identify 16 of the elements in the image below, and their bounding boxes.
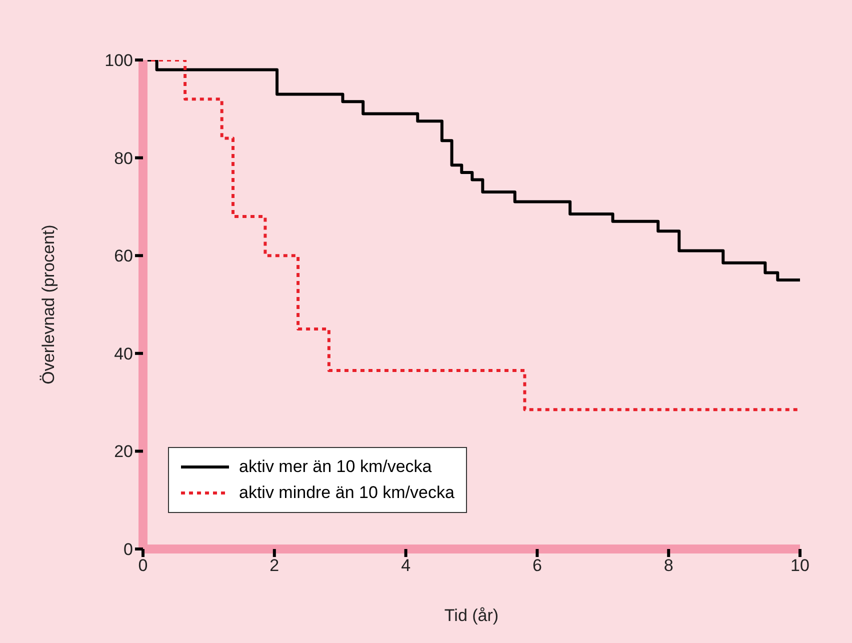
y-tick-label: 40 — [114, 344, 133, 364]
x-tick-label: 4 — [401, 556, 411, 576]
x-tick-label: 6 — [532, 556, 542, 576]
y-tick-label: 20 — [114, 442, 133, 462]
x-axis-title: Tid (år) — [444, 606, 499, 625]
y-tick-label: 0 — [124, 540, 133, 560]
x-tick-label: 0 — [138, 556, 148, 576]
y-axis-title: Överlevnad (procent) — [39, 224, 58, 384]
x-tick-label: 8 — [664, 556, 674, 576]
legend-label: aktiv mer än 10 km/vecka — [239, 457, 432, 477]
x-tick-label: 2 — [270, 556, 280, 576]
y-tick-label: 100 — [104, 51, 133, 70]
y-tick-label: 80 — [114, 148, 133, 168]
y-tick-label: 60 — [114, 246, 133, 266]
x-tick-label: 10 — [790, 556, 810, 576]
legend-label: aktiv mindre än 10 km/vecka — [239, 483, 454, 503]
